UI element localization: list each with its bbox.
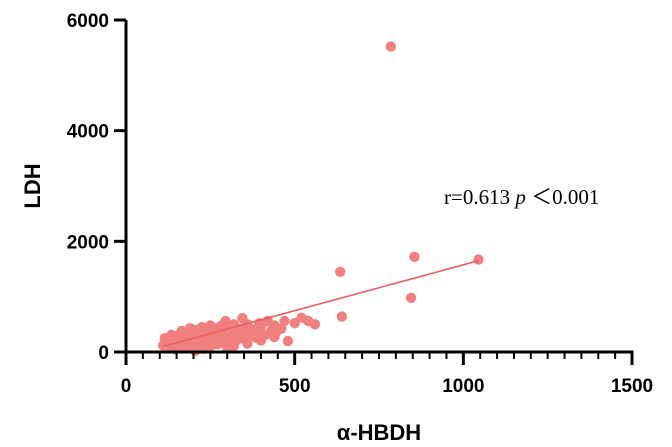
data-point	[336, 311, 348, 322]
data-point	[279, 315, 290, 327]
data-point	[405, 292, 417, 303]
data-point	[282, 335, 294, 347]
data-point	[269, 331, 280, 343]
y-axis-label: LDH	[20, 163, 45, 208]
x-axis-label: α-HBDH	[337, 420, 421, 445]
y-tick-label: 2000	[67, 232, 109, 253]
y-tick-label: 4000	[67, 122, 109, 143]
data-point	[157, 340, 169, 351]
x-tick-label: 0	[121, 376, 132, 397]
regression-line	[162, 259, 479, 348]
x-tick-label: 500	[279, 376, 311, 397]
x-tick-label: 1000	[442, 376, 484, 397]
data-point	[242, 338, 253, 349]
y-tick-label: 6000	[67, 11, 109, 32]
r-value-text: r=0.613	[444, 185, 515, 209]
data-point	[385, 41, 396, 52]
scatter-points	[157, 41, 484, 357]
p-value-text: ＜0.001	[531, 185, 599, 209]
y-tick-label: 0	[98, 343, 109, 364]
plot-area	[157, 41, 484, 357]
data-point	[237, 313, 248, 324]
data-point	[255, 335, 267, 346]
data-point	[473, 254, 484, 265]
data-point	[222, 342, 233, 353]
x-tick-label: 1500	[611, 376, 653, 397]
p-symbol: p	[513, 185, 526, 209]
axes: 0 2000 4000 6000 0 500 1000 1500	[67, 11, 653, 397]
data-point	[409, 251, 420, 262]
correlation-annotation: r=0.613 p ＜0.001	[444, 185, 599, 209]
data-point	[335, 266, 346, 277]
data-point	[289, 318, 300, 329]
data-point	[193, 342, 204, 353]
